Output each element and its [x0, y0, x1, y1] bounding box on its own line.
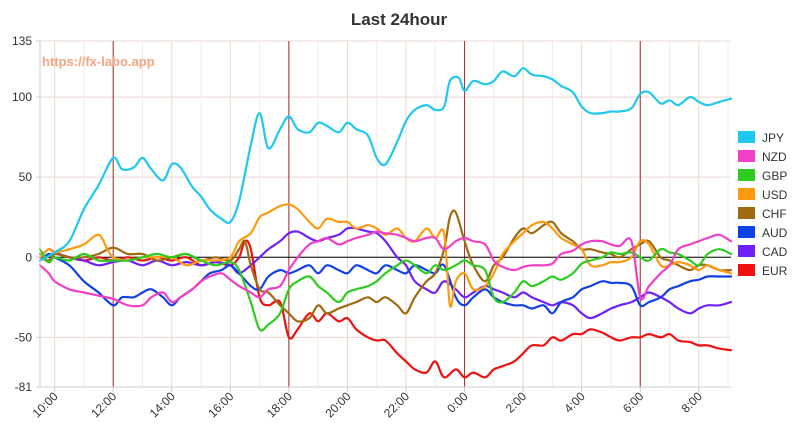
grid — [40, 40, 731, 388]
x-tick-label: 8:00 — [678, 389, 705, 416]
x-tick-label: 18:00 — [264, 389, 295, 420]
series-line-jpy — [38, 67, 733, 262]
legend-swatch-usd — [738, 188, 755, 200]
chart-title: Last 24hour — [351, 10, 448, 29]
x-axis: 10:00 12:00 14:00 16:00 18:00 20:00 22:00 0:00 2… — [30, 386, 731, 420]
legend-label-eur: EUR — [762, 264, 788, 278]
legend: JPY NZD GBP USD CHF AUD CAD EUR — [738, 131, 788, 278]
legend-label-jpy: JPY — [762, 131, 784, 145]
watermark-text: https://fx-labo.app — [42, 54, 155, 69]
legend-label-gbp: GBP — [762, 169, 787, 183]
legend-swatch-gbp — [738, 169, 755, 181]
legend-label-nzd: NZD — [762, 150, 787, 164]
x-tick-label: 14:00 — [147, 389, 178, 420]
x-tick-label: 2:00 — [503, 389, 530, 416]
x-tick-label: 20:00 — [322, 389, 353, 420]
x-tick-label: 0:00 — [444, 389, 471, 416]
y-tick-label: -81 — [15, 380, 33, 394]
legend-swatch-chf — [738, 207, 755, 219]
x-tick-label: 6:00 — [620, 389, 647, 416]
legend-swatch-jpy — [738, 131, 755, 143]
legend-label-chf: CHF — [762, 207, 787, 221]
y-tick-label: 50 — [19, 170, 33, 184]
legend-label-cad: CAD — [762, 245, 788, 259]
x-tick-label: 4:00 — [561, 389, 588, 416]
y-tick-label: 135 — [12, 34, 32, 48]
legend-swatch-aud — [738, 226, 755, 238]
series-line-aud — [38, 252, 733, 315]
x-tick-label: 22:00 — [381, 389, 412, 420]
y-axis: 135 100 50 0 -50 -81 — [12, 34, 41, 394]
x-tick-label: 10:00 — [30, 389, 61, 420]
x-tick-label: 16:00 — [205, 389, 236, 420]
y-tick-label: 0 — [25, 250, 32, 264]
legend-swatch-eur — [738, 264, 755, 276]
series-line-nzd — [38, 230, 733, 308]
legend-label-usd: USD — [762, 188, 788, 202]
series-line-eur — [38, 239, 733, 379]
series-line-gbp — [38, 247, 733, 332]
series-line-cad — [38, 226, 733, 320]
series-lines — [38, 67, 733, 379]
session-marker-lines — [112, 41, 641, 387]
x-tick-label: 12:00 — [88, 389, 119, 420]
legend-label-aud: AUD — [762, 226, 788, 240]
legend-swatch-cad — [738, 245, 755, 257]
y-tick-label: -50 — [15, 330, 33, 344]
y-tick-label: 100 — [12, 90, 32, 104]
legend-swatch-nzd — [738, 150, 755, 162]
